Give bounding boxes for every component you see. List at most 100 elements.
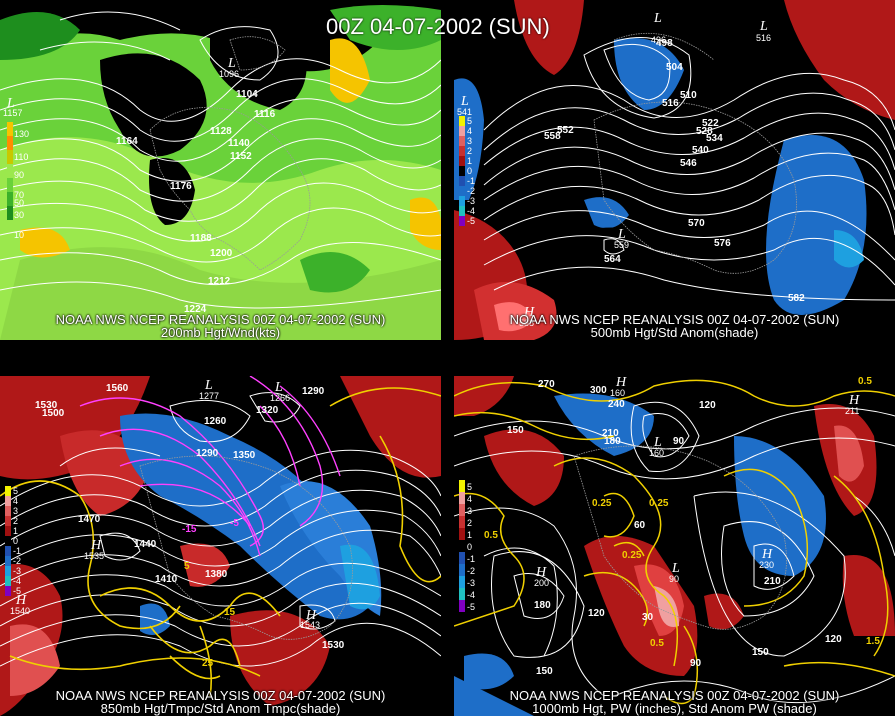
contour-label: 576 <box>714 238 731 249</box>
contour-label: 150 <box>507 425 524 436</box>
high-value: 211 <box>845 406 859 416</box>
contour-label: 1530 <box>322 640 345 651</box>
anomaly-colorbar: 5 4 3 2 1 0 -1 -2 -3 -4 -5 <box>459 480 475 612</box>
panel-caption: 1000mb Hgt, PW (inches), Std Anom PW (sh… <box>532 701 817 716</box>
cb-label: -3 <box>13 566 21 576</box>
contour-label: 564 <box>604 254 621 265</box>
contour-label: 1164 <box>116 136 138 147</box>
contour-label: 528 <box>696 126 713 137</box>
cb-label: -3 <box>467 578 475 588</box>
cb-label: 0 <box>467 166 472 176</box>
low-marker: L <box>227 56 236 71</box>
high-value: 1543 <box>300 620 320 630</box>
temp-label: 15 <box>224 607 236 618</box>
contour-label: 540 <box>692 145 709 156</box>
contour-label: 504 <box>666 62 683 73</box>
contour-label: 1140 <box>228 138 250 149</box>
contour-label: 120 <box>588 608 605 619</box>
anomaly-colorbar: 5 4 3 2 1 0 -1 -2 -3 -4 -5 <box>459 116 475 226</box>
contour-label: 120 <box>825 634 842 645</box>
contour-label: 150 <box>536 666 553 677</box>
cb-label: 30 <box>14 210 24 220</box>
contour-label: 1320 <box>256 405 279 416</box>
contour-label: 180 <box>534 600 551 611</box>
map-200mb: 130 110 90 70 50 30 10 1104 1116 1128 11… <box>0 0 441 340</box>
cb-label: 3 <box>467 136 472 146</box>
low-marker: L <box>653 11 662 26</box>
contour-label: 534 <box>706 133 723 144</box>
cb-label: -5 <box>467 602 475 612</box>
contour-label: 498 <box>656 38 673 49</box>
anomaly-colorbar: 5 4 3 2 1 0 -1 -2 -3 -4 -5 <box>5 486 21 596</box>
cb-label: 3 <box>467 506 472 516</box>
contour-label: 270 <box>538 379 555 390</box>
low-marker: L <box>6 96 15 111</box>
contour-label: 150 <box>752 647 769 658</box>
high-value: 1535 <box>84 551 104 561</box>
cb-label: -4 <box>13 576 21 586</box>
cb-label: 2 <box>467 518 472 528</box>
low-value: 90 <box>669 574 679 584</box>
pw-label: 0.5 <box>858 376 872 387</box>
contour-label: 1224 <box>184 304 207 315</box>
cb-label: 1 <box>13 526 18 536</box>
low-marker: L <box>617 227 626 242</box>
cb-label: 4 <box>13 496 18 506</box>
contour-label: 522 <box>702 118 719 129</box>
high-value: 1540 <box>10 606 30 616</box>
pw-label: 1.5 <box>866 636 880 647</box>
low-marker: L <box>274 380 283 395</box>
low-marker: L <box>460 94 469 109</box>
cb-label: -2 <box>467 186 475 196</box>
low-value: 541 <box>457 107 472 117</box>
panel-caption: 850mb Hgt/Tmpc/Std Anom Tmpc(shade) <box>100 701 341 716</box>
cb-label: -5 <box>467 216 475 226</box>
low-value: 496 <box>651 35 666 45</box>
cb-label: 90 <box>14 170 24 180</box>
cb-label: 3 <box>13 506 18 516</box>
cb-label: -1 <box>467 554 475 564</box>
contour-label: 1350 <box>233 450 256 461</box>
cb-label: 5 <box>467 482 472 492</box>
high-marker: H <box>761 547 773 562</box>
cb-label: 5 <box>467 116 472 126</box>
pw-label: 0.5 <box>650 638 664 649</box>
high-marker: H <box>305 608 317 623</box>
high-value: 160 <box>610 388 625 398</box>
cb-label: 4 <box>467 494 472 504</box>
map-850mb: 5 4 3 2 1 0 -1 -2 -3 -4 -5 1560 1530 150… <box>0 376 441 716</box>
cb-label: -1 <box>467 176 475 186</box>
temp-label: 5 <box>184 561 190 572</box>
cb-label: -2 <box>467 566 475 576</box>
contour-label: 210 <box>764 576 781 587</box>
contour-label: 1410 <box>155 574 178 585</box>
high-marker: H <box>535 565 547 580</box>
cb-label: 0 <box>13 536 18 546</box>
contour-label: 1290 <box>302 386 325 397</box>
pw-label: 0.25 <box>649 498 669 509</box>
page-title: 00Z 04-07-2002 (SUN) <box>326 14 550 39</box>
contour-label: 552 <box>557 125 574 136</box>
cb-label: 1 <box>467 156 472 166</box>
high-marker: H <box>848 393 860 408</box>
panel-source: NOAA NWS NCEP REANALYSIS 00Z 04-07-2002 … <box>55 312 386 327</box>
cb-label: -1 <box>13 546 21 556</box>
cb-label: 0 <box>467 542 472 552</box>
contour-label: 516 <box>662 98 679 109</box>
pw-label: 0.25 <box>592 498 612 509</box>
contour-label: 180 <box>604 436 621 447</box>
contour-label: 1500 <box>42 408 65 419</box>
contour-label: 300 <box>590 385 607 396</box>
high-marker: H <box>615 376 627 390</box>
low-marker: L <box>653 435 662 450</box>
contour-label: 240 <box>608 399 625 410</box>
cb-label: 2 <box>13 516 18 526</box>
panel-500mb-height-anomaly: 5 4 3 2 1 0 -1 -2 -3 -4 -5 498 504 510 5… <box>454 0 895 340</box>
contour-label: 60 <box>634 520 646 531</box>
contour-label: 1104 <box>236 89 258 100</box>
pw-label: 0.5 <box>484 530 498 541</box>
contour-label: 1260 <box>204 416 227 427</box>
temp-label: -15 <box>182 524 197 535</box>
contour-label: 90 <box>673 436 685 447</box>
cb-label: 2 <box>467 146 472 156</box>
